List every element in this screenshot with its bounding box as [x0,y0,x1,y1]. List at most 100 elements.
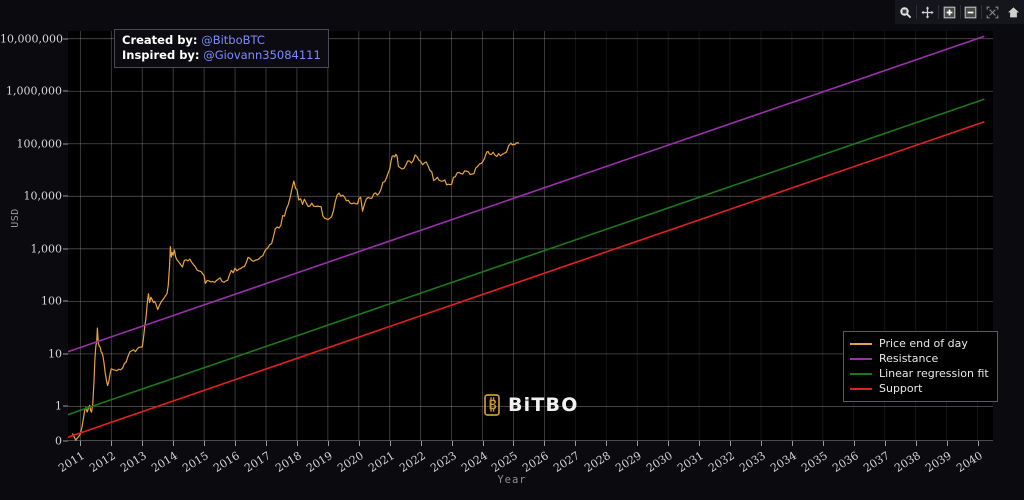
x-axis-tick-label: 2026 [520,449,552,475]
zoom-in-icon[interactable] [939,1,960,23]
x-axis-tick-mark [111,441,113,446]
credit-inspired-line: Inspired by: @Giovann35084111 [122,48,321,63]
y-axis-tick-label: 10 [48,347,62,361]
x-axis-tick-label: 2027 [551,449,583,475]
legend-label: Support [879,382,923,395]
x-axis-tick-mark [235,441,237,446]
plot-area[interactable] [68,31,993,441]
price-line [72,142,520,441]
x-axis-tick-label: 2016 [211,449,242,475]
y-axis-tick-label: 10,000 [23,189,63,203]
x-axis-tick-mark [853,441,855,446]
zoom-out-icon[interactable] [961,1,982,23]
legend-swatch [850,372,872,375]
y-axis-tick-label: 1 [55,399,62,413]
y-axis-tick-label: 1,000,000 [6,84,62,98]
x-axis-tick-mark [606,441,608,446]
legend-item[interactable]: Linear regression fit [850,366,989,381]
x-axis-tick-label: 2017 [242,449,273,475]
x-axis-tick-label: 2039 [922,449,954,475]
watermark-text: BiTBO [508,394,579,416]
x-axis-title: Year [497,474,527,486]
x-axis-tick-mark [760,441,762,446]
credit-inspired-key: Inspired by: [122,48,200,63]
x-axis-tick-mark [358,441,360,446]
x-axis-tick-mark [884,441,886,446]
x-axis-tick-label: 2022 [396,449,428,475]
x-axis-tick-label: 2012 [87,449,119,475]
x-axis-tick-label: 2015 [180,449,211,475]
x-axis-tick-label: 2020 [335,449,366,475]
zoom-region-icon[interactable] [895,1,916,23]
y-axis-tick-label: 100,000 [16,137,63,151]
y-axis-tick-label: 1,000 [30,242,63,256]
chart-legend: Price end of day Resistance Linear regress… [843,331,998,402]
legend-swatch [850,357,872,360]
x-axis-tick-label: 2023 [427,449,459,475]
autoscale-icon[interactable] [982,1,1003,23]
x-axis-tick-label: 2024 [458,449,490,475]
trendline-support [68,121,985,438]
bitbo-watermark: BiTBO [484,393,579,417]
x-axis-tick-mark [544,441,546,446]
legend-item[interactable]: Resistance [850,351,989,366]
toolbar-divider [915,5,917,19]
x-axis-tick-label: 2030 [644,449,676,475]
x-axis-tick-label: 2013 [118,449,150,475]
x-axis-tick-label: 2011 [56,449,88,475]
x-axis-tick-mark [915,441,917,446]
x-axis-tick-mark [513,441,515,446]
toolbar-divider [981,5,983,19]
data-layer [68,35,985,441]
credit-inspired-handle[interactable]: @Giovann35084111 [203,48,321,63]
legend-item[interactable]: Support [850,381,989,396]
x-axis-tick-label: 2028 [582,449,614,475]
x-axis-tick-label: 2037 [860,449,892,475]
x-axis-tick-mark [946,441,948,446]
toolbar-divider [959,5,961,19]
legend-item[interactable]: Price end of day [850,336,989,351]
x-axis-tick-label: 2031 [675,449,706,475]
x-axis-tick-mark [296,441,298,446]
x-axis-tick-mark [575,441,577,446]
x-axis-tick-mark [451,441,453,446]
x-axis-tick-label: 2025 [489,449,521,475]
y-axis-tick-label: 10,000,000 [0,32,63,46]
x-axis-tick-mark [637,441,639,446]
credit-created-line: Created by: @BitboBTC [122,33,321,48]
x-axis-tick-mark [265,441,267,446]
grid-layer [68,31,993,441]
x-axis-tick-label: 2033 [737,449,768,475]
home-icon[interactable] [1003,1,1024,23]
y-axis-title: USD [10,208,21,228]
x-axis-tick-mark [420,441,422,446]
x-axis-tick-mark [173,441,175,446]
credit-created-handle[interactable]: @BitboBTC [201,33,265,47]
legend-swatch [850,342,872,345]
x-axis-tick-label: 2035 [799,449,830,475]
x-axis-tick-label: 2034 [768,449,799,475]
legend-label: Resistance [879,352,939,365]
trendline-linear-regression-fit [68,98,985,416]
legend-label: Price end of day [879,337,968,350]
y-axis-tick-label: 100 [41,294,62,308]
trendline-resistance [68,35,985,353]
x-axis-tick-mark [699,441,701,446]
x-axis-tick-label: 2040 [953,449,985,475]
x-axis-tick-mark [80,441,82,446]
x-axis-tick-label: 2021 [365,449,397,475]
legend-swatch [850,387,872,390]
x-axis-tick-label: 2032 [706,449,737,475]
legend-label: Linear regression fit [879,367,989,380]
x-axis-tick-label: 2038 [891,449,923,475]
pan-icon[interactable] [917,1,938,23]
x-axis-tick-label: 2014 [149,449,181,475]
credit-created-key: Created by: [122,33,198,47]
x-axis-tick-mark [730,441,732,446]
x-axis-tick-label: 2018 [273,449,304,475]
bitcoin-b-logo [484,394,500,416]
x-axis-tick-mark [204,441,206,446]
x-axis-tick-label: 2019 [304,449,335,475]
chart-toolbar [895,0,1024,24]
